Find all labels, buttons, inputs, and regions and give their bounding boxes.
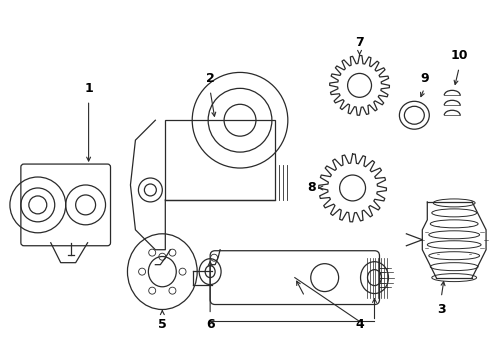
Text: 3: 3 xyxy=(437,303,445,316)
Text: 9: 9 xyxy=(420,72,429,85)
Text: 7: 7 xyxy=(355,36,364,49)
Text: 5: 5 xyxy=(158,318,167,331)
Text: 2: 2 xyxy=(206,72,215,85)
Text: 6: 6 xyxy=(206,318,215,331)
Text: 1: 1 xyxy=(84,82,93,95)
Text: 8: 8 xyxy=(307,181,316,194)
Bar xyxy=(165,120,275,200)
Text: 10: 10 xyxy=(450,49,468,62)
Text: 4: 4 xyxy=(355,318,364,331)
